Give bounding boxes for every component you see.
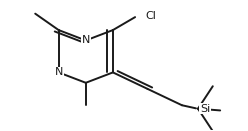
Text: Si: Si bbox=[200, 104, 210, 114]
Text: N: N bbox=[55, 67, 63, 77]
Text: Cl: Cl bbox=[145, 11, 156, 21]
Text: N: N bbox=[82, 36, 90, 45]
